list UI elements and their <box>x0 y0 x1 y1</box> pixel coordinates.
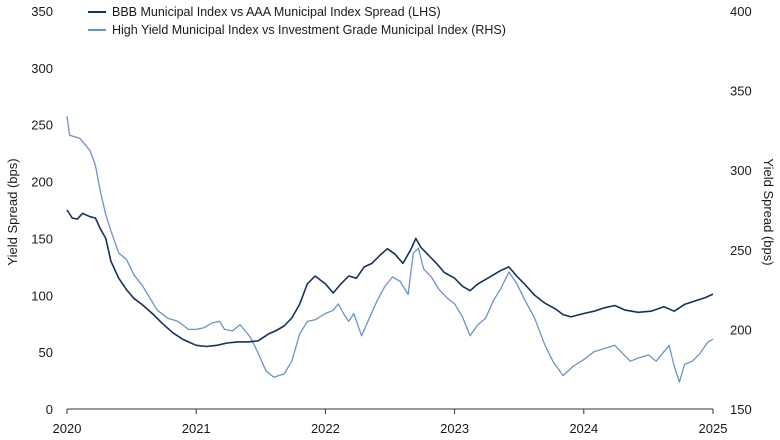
left-tick-label: 50 <box>39 345 53 360</box>
right-tick-label: 350 <box>730 84 752 99</box>
legend-label-hy: High Yield Municipal Index vs Investment… <box>112 23 506 37</box>
series-line-high-yield <box>66 116 714 383</box>
x-tick-label: 2021 <box>182 421 211 436</box>
x-tick-label: 2025 <box>699 421 728 436</box>
right-axis-title: Yield Spread (bps) <box>761 158 776 265</box>
x-tick-label: 2022 <box>311 421 340 436</box>
left-tick-label: 350 <box>31 4 53 19</box>
right-tick-label: 300 <box>730 163 752 178</box>
x-axis-ticks: 2020 2021 2022 2023 2024 2025 <box>53 409 728 436</box>
series-line-bbb <box>66 209 714 348</box>
right-tick-label: 250 <box>730 243 752 258</box>
x-tick-label: 2023 <box>440 421 469 436</box>
right-axis-ticks: 150 200 250 300 350 400 <box>730 4 752 417</box>
series-lines <box>66 116 714 383</box>
left-tick-label: 0 <box>46 402 53 417</box>
left-tick-label: 100 <box>31 288 53 303</box>
legend-label-bbb: BBB Municipal Index vs AAA Municipal Ind… <box>112 5 441 19</box>
x-tick-label: 2024 <box>569 421 598 436</box>
x-tick-label: 2020 <box>53 421 82 436</box>
left-tick-label: 150 <box>31 231 53 246</box>
left-tick-label: 200 <box>31 175 53 190</box>
left-axis-ticks: 0 50 100 150 200 250 300 350 <box>31 4 53 417</box>
legend: BBB Municipal Index vs AAA Municipal Ind… <box>88 5 506 37</box>
right-tick-label: 200 <box>730 322 752 337</box>
left-axis-title: Yield Spread (bps) <box>5 158 20 265</box>
left-tick-label: 300 <box>31 61 53 76</box>
right-tick-label: 400 <box>730 4 752 19</box>
left-tick-label: 250 <box>31 118 53 133</box>
right-tick-label: 150 <box>730 402 752 417</box>
